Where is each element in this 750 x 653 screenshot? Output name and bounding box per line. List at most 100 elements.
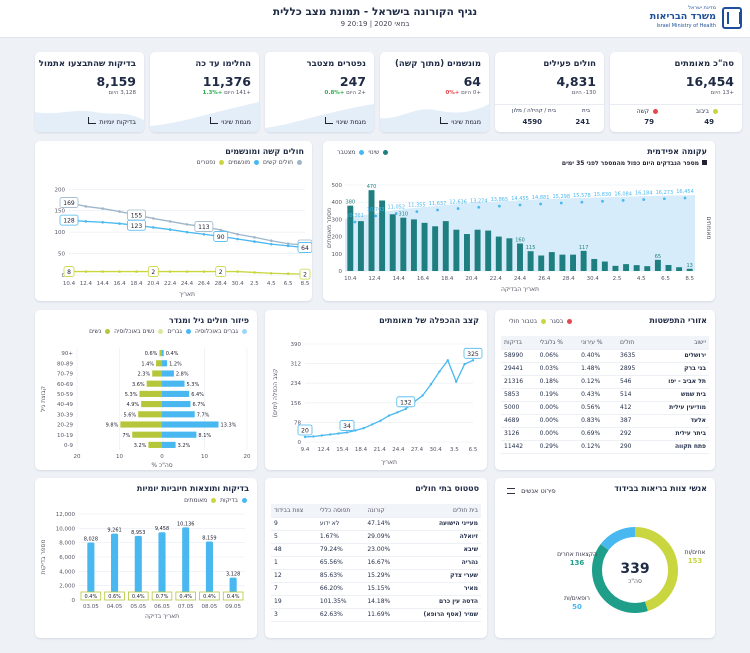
table-row[interactable]: מאיר 15.15% 66.20% 7 bbox=[271, 582, 481, 595]
y-tick-label: 50 bbox=[58, 252, 65, 258]
daily-bar bbox=[442, 221, 449, 271]
data-label-box bbox=[213, 231, 229, 242]
x-tick-label: 14.4 bbox=[97, 281, 110, 287]
daily-tests-card: בדיקות ותוצאות חיוביות יומיות בדיקות מאו… bbox=[35, 478, 257, 638]
age-group-label: 90+ bbox=[61, 351, 73, 357]
table-row[interactable]: אלעד 387 0.83% 0.00% 4689 bbox=[501, 414, 709, 427]
kpi-ventilated[interactable]: מונשמים (מתוך קשה) 64 +0 היום +0% מגמת ש… bbox=[380, 52, 489, 132]
table-cell: 65.56% bbox=[319, 559, 343, 566]
data-point bbox=[312, 435, 315, 438]
segment-label: רופאים/ות bbox=[564, 595, 590, 602]
bar-label: 8,159 bbox=[202, 536, 216, 542]
table-row[interactable]: הדסה עין כרם 14.18% 101.35% 19 bbox=[271, 595, 481, 608]
x-tick-label: 28.4 bbox=[215, 281, 228, 287]
table-row[interactable]: שיבא 23.00% 79.24% 48 bbox=[271, 543, 481, 556]
data-label: 90 bbox=[217, 234, 225, 241]
areas-table-wrap: יישוב חולים% עירוני% גלובלי בדיקות ירושלים 3… bbox=[501, 336, 709, 454]
column-header[interactable]: יישוב bbox=[647, 336, 709, 349]
y-tick-label: 0 bbox=[72, 598, 76, 604]
column-header[interactable]: % עירוני bbox=[578, 336, 617, 349]
men-bar bbox=[162, 370, 174, 377]
hospitals-table-wrap: בית חולים קורונה תפוסה כללי צוות בבידוד מעיי… bbox=[271, 504, 481, 622]
column-header[interactable]: חולים bbox=[617, 336, 648, 349]
x-tick-label: 20.4 bbox=[465, 276, 478, 282]
x-tick-label: 20.4 bbox=[147, 281, 160, 287]
x-tick-label: 12.4 bbox=[368, 276, 381, 282]
ministry-logo: מדינת ישראל משרד הבריאות Israel Ministry… bbox=[602, 5, 742, 33]
table-cell: 5853 bbox=[504, 391, 520, 398]
table-cell: 290 bbox=[620, 443, 632, 450]
table-row[interactable]: מודיעין עילית 412 0.56% 0.00% 5000 bbox=[501, 401, 709, 414]
data-point bbox=[404, 407, 407, 411]
column-header[interactable]: צוות בבידוד bbox=[271, 504, 317, 517]
table-cell: 5000 bbox=[504, 404, 520, 411]
age-group-label: 50-59 bbox=[57, 392, 73, 398]
staff-filter-button[interactable]: פירוט אנשים bbox=[507, 487, 556, 495]
kpi-recovered[interactable]: החלימו עד כה 11,376 +141 היום +1.3% מגמת… bbox=[150, 52, 259, 132]
column-header[interactable]: % גלובלי bbox=[536, 336, 579, 349]
table-row[interactable]: נהריה 16.67% 65.56% 1 bbox=[271, 556, 481, 569]
table-cell: 0.06% bbox=[539, 352, 559, 359]
table-cell: 292 bbox=[620, 430, 632, 437]
x-tick-label: 15.4 bbox=[336, 447, 349, 453]
severe-line-chart: 050100150200169128155123113907564822210.… bbox=[55, 187, 312, 298]
table-cell: 0.83% bbox=[581, 417, 601, 424]
table-cell: 29441 bbox=[504, 365, 524, 372]
column-header[interactable]: קורונה bbox=[364, 504, 403, 517]
y-tick-label: 78 bbox=[294, 420, 301, 426]
table-row[interactable]: זיואלה 29.09% 1.67% 5 bbox=[271, 530, 481, 543]
data-point bbox=[421, 394, 424, 397]
table-row[interactable]: שערי צדק 15.29% 85.63% 12 bbox=[271, 569, 481, 582]
trend-button[interactable]: מגמת שינוי bbox=[325, 117, 366, 126]
table-cell: 387 bbox=[620, 417, 632, 424]
chart-legend: שינוי מצטבר bbox=[337, 149, 390, 156]
kpi-total-confirmed[interactable]: סה"כ מאומתים 16,454 +13 היום ביבוב 49 קש… bbox=[610, 52, 742, 132]
segment-value: 50 bbox=[572, 603, 582, 611]
table-row[interactable]: שמיר (אסף הרופא) 11.69% 62.63% 3 bbox=[271, 608, 481, 621]
men-label: 1.2% bbox=[169, 361, 182, 367]
daily-tests-button[interactable]: בדיקות יומיות bbox=[88, 117, 136, 126]
x-tick-label: 10.4 bbox=[63, 281, 76, 287]
data-label: 123 bbox=[131, 223, 143, 230]
kpi-deaths[interactable]: נפטרים מצטבר 247 +2 היום +0.8% מגמת שינו… bbox=[265, 52, 374, 132]
table-row[interactable]: ירושלים 3635 0.40% 0.06% 58990 bbox=[501, 349, 709, 362]
table-row[interactable]: בית שמש 514 0.43% 0.19% 5853 bbox=[501, 388, 709, 401]
table-row[interactable]: תל אביב - יפו 546 0.12% 0.18% 21316 bbox=[501, 375, 709, 388]
trend-button[interactable]: מגמת שינוי bbox=[440, 117, 481, 126]
data-point bbox=[438, 370, 441, 373]
recovered-sparkline bbox=[150, 102, 259, 132]
tests-bar bbox=[182, 527, 190, 600]
data-label: 113 bbox=[198, 224, 210, 231]
table-row[interactable]: ביתר עילית 292 0.69% 0.00% 3126 bbox=[501, 427, 709, 440]
x-tick-label: 30.4 bbox=[430, 447, 443, 453]
data-label-box bbox=[396, 396, 416, 408]
daily-bar bbox=[400, 217, 407, 271]
table-row[interactable]: בני ברק 2895 1.48% 0.03% 29441 bbox=[501, 362, 709, 375]
data-point bbox=[269, 271, 273, 275]
column-header[interactable]: תפוסה כללי bbox=[316, 504, 365, 517]
trend-button[interactable]: מגמת שינוי bbox=[210, 117, 251, 126]
bar-label: 310 bbox=[399, 212, 409, 218]
column-header[interactable]: בית חולים bbox=[402, 504, 481, 517]
x-tick-label: 20 bbox=[74, 454, 81, 460]
column-header[interactable]: בדיקות bbox=[501, 336, 537, 349]
women-bar bbox=[139, 390, 162, 397]
x-tick-label: 05.05 bbox=[130, 604, 146, 610]
kpi-tests-yesterday[interactable]: בדיקות שהתבצעו אתמול 8,159 3,128 היום בד… bbox=[35, 52, 144, 132]
x-tick-label: 9.4 bbox=[301, 447, 310, 453]
data-label-box bbox=[194, 221, 214, 232]
daily-bar bbox=[538, 255, 545, 271]
data-point bbox=[219, 228, 223, 232]
table-row[interactable]: פתח תקווה 290 0.12% 0.29% 11442 bbox=[501, 440, 709, 453]
x-axis-label: תאריך בדיקה bbox=[145, 613, 179, 620]
table-row[interactable]: מעייני הישועה 47.14% לא ידוע 9 bbox=[271, 517, 481, 530]
table-cell: מאיר bbox=[463, 585, 478, 592]
table-cell: ירושלים bbox=[684, 352, 706, 359]
women-label: 5.3% bbox=[125, 392, 138, 398]
women-bar bbox=[141, 401, 162, 408]
men-label: 8.1% bbox=[198, 433, 211, 439]
bar-label: 470 bbox=[367, 184, 377, 190]
table-cell: 12 bbox=[274, 572, 282, 579]
kpi-active-patients[interactable]: חולים פעילים 4,831 130- היום בית 241 בית… bbox=[495, 52, 604, 132]
cumulative-label: 10,361 bbox=[346, 213, 364, 219]
